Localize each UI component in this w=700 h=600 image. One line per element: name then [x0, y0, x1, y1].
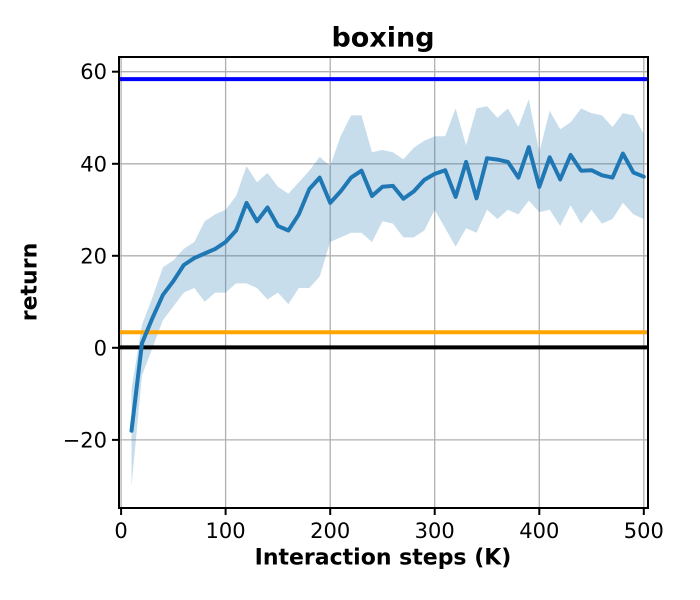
y-tick-label: 40 [80, 152, 107, 176]
y-axis-label: return [17, 242, 43, 322]
x-axis-ticks [120, 508, 645, 515]
y-tick-label: 0 [94, 336, 107, 360]
y-tick-label: 20 [80, 244, 107, 268]
x-tick-label: 100 [206, 519, 246, 543]
x-tick-label: 400 [519, 519, 559, 543]
x-tick-label: 300 [415, 519, 455, 543]
y-tick-label: 60 [80, 60, 107, 84]
gridlines [119, 57, 648, 508]
x-tick-label: 0 [114, 519, 127, 543]
x-tick-label: 200 [310, 519, 350, 543]
y-axis-ticks [112, 70, 119, 441]
plot-border [118, 56, 649, 509]
confidence-band [131, 99, 644, 486]
x-tick-label: 500 [624, 519, 664, 543]
y-tick-label: −20 [63, 428, 107, 452]
chart-title: boxing [331, 22, 435, 54]
x-axis-label: Interaction steps (K) [254, 545, 512, 571]
mean-return-line [129, 145, 646, 433]
